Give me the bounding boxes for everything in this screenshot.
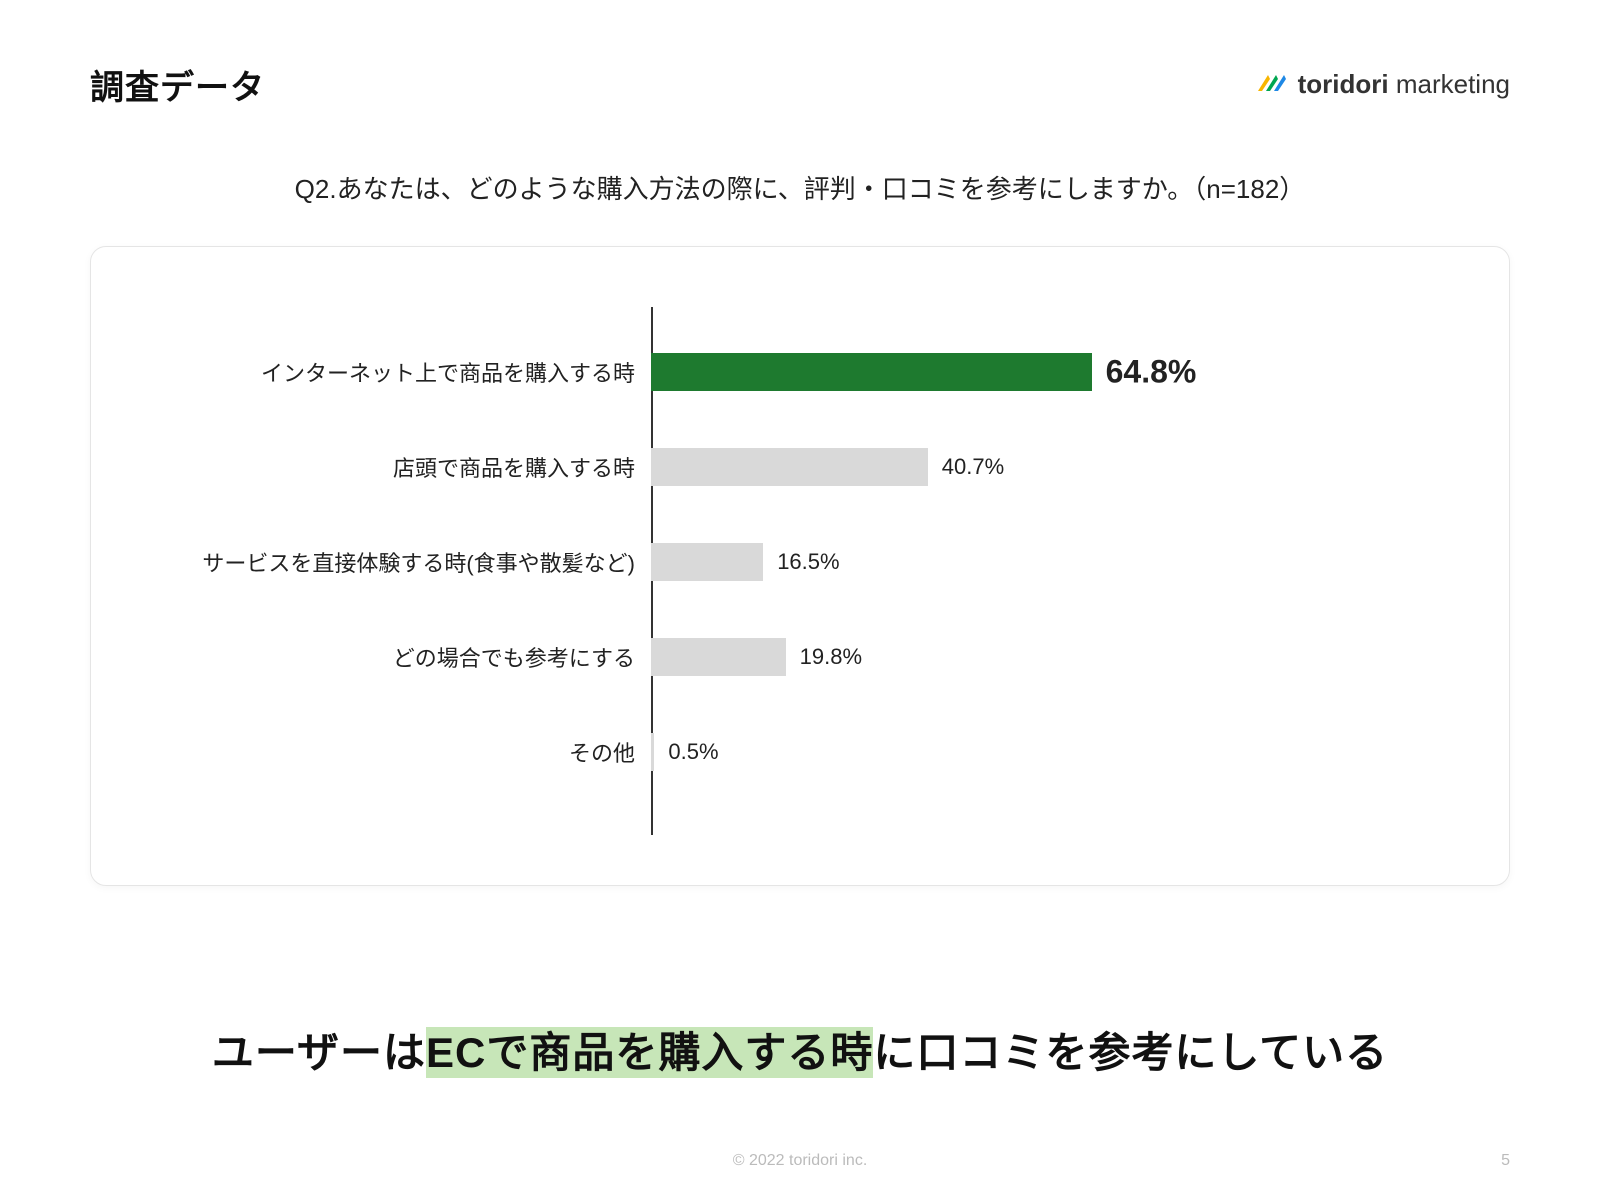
brand-text: toridori marketing: [1298, 69, 1510, 100]
value-label: 19.8%: [800, 644, 862, 670]
summary-suffix: に口コミを参考にしている: [873, 1029, 1388, 1076]
bar-zone: 40.7%: [651, 442, 1429, 492]
value-label: 64.8%: [1106, 354, 1197, 391]
bar-zone: 16.5%: [651, 537, 1429, 587]
row-label: その他: [171, 736, 651, 768]
row-label: インターネット上で商品を購入する時: [171, 356, 651, 388]
page-title: 調査データ: [90, 60, 265, 109]
row-label: どの場合でも参考にする: [171, 641, 651, 673]
chart-area: インターネット上で商品を購入する時 64.8% 店頭で商品を購入する時 40.7% サー…: [171, 307, 1429, 835]
brand-suffix: marketing: [1389, 69, 1510, 99]
row-label: 店頭で商品を購入する時: [171, 451, 651, 483]
chart-card: インターネット上で商品を購入する時 64.8% 店頭で商品を購入する時 40.7% サー…: [90, 246, 1510, 886]
chart-row: インターネット上で商品を購入する時 64.8%: [171, 347, 1429, 397]
value-label: 0.5%: [668, 739, 718, 765]
brand: toridori marketing: [1256, 69, 1510, 100]
chart-row: どの場合でも参考にする 19.8%: [171, 632, 1429, 682]
bar: [651, 638, 786, 676]
row-label: サービスを直接体験する時(食事や散髪など): [171, 546, 651, 578]
brand-logo-icon: [1256, 71, 1288, 99]
bar: [651, 448, 928, 486]
footer-copyright: © 2022 toridori inc.: [0, 1152, 1600, 1170]
bar-highlight: [651, 353, 1092, 391]
summary-highlight: ECで商品を購入する時: [426, 1027, 873, 1078]
brand-name: toridori: [1298, 69, 1389, 99]
chart-row: その他 0.5%: [171, 727, 1429, 777]
bar-zone: 0.5%: [651, 727, 1429, 777]
chart-row: 店頭で商品を購入する時 40.7%: [171, 442, 1429, 492]
chart-row: サービスを直接体験する時(食事や散髪など) 16.5%: [171, 537, 1429, 587]
question-text: Q2.あなたは、どのような購入方法の際に、評判・口コミを参考にしますか。（n=1…: [90, 169, 1510, 206]
bar: [651, 733, 654, 771]
page-number: 5: [1501, 1152, 1510, 1170]
summary-prefix: ユーザーは: [212, 1029, 426, 1076]
header: 調査データ toridori marketing: [90, 60, 1510, 109]
value-label: 40.7%: [942, 454, 1004, 480]
value-label: 16.5%: [777, 549, 839, 575]
slide: 調査データ toridori marketing Q2.あなたは、どのような購入…: [0, 0, 1600, 1200]
bar: [651, 543, 763, 581]
bar-zone: 64.8%: [651, 347, 1429, 397]
summary-text: ユーザーはECで商品を購入する時に口コミを参考にしている: [0, 1019, 1600, 1080]
bar-zone: 19.8%: [651, 632, 1429, 682]
